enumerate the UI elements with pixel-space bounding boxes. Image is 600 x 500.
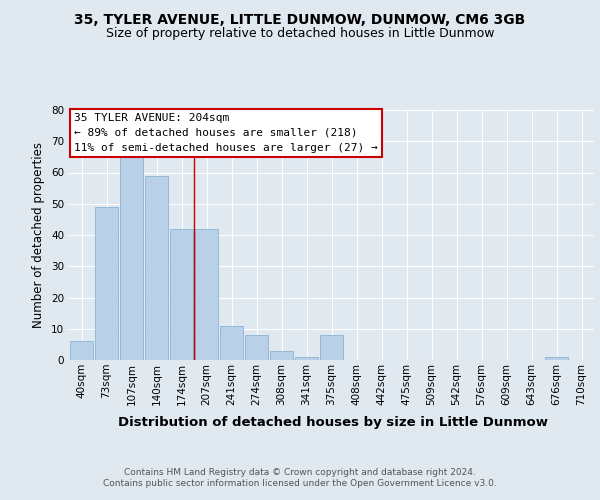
Bar xyxy=(320,335,343,360)
Bar xyxy=(70,341,93,360)
Bar xyxy=(95,207,118,360)
Text: 35 TYLER AVENUE: 204sqm
← 89% of detached houses are smaller (218)
11% of semi-d: 35 TYLER AVENUE: 204sqm ← 89% of detache… xyxy=(74,113,378,152)
Y-axis label: Number of detached properties: Number of detached properties xyxy=(32,142,46,328)
Bar xyxy=(270,350,293,360)
Bar xyxy=(245,335,268,360)
Bar xyxy=(120,154,143,360)
Bar xyxy=(195,229,218,360)
Text: 35, TYLER AVENUE, LITTLE DUNMOW, DUNMOW, CM6 3GB: 35, TYLER AVENUE, LITTLE DUNMOW, DUNMOW,… xyxy=(74,12,526,26)
Bar xyxy=(295,357,318,360)
Text: Size of property relative to detached houses in Little Dunmow: Size of property relative to detached ho… xyxy=(106,28,494,40)
Bar xyxy=(220,326,243,360)
Text: Contains HM Land Registry data © Crown copyright and database right 2024.
Contai: Contains HM Land Registry data © Crown c… xyxy=(103,468,497,487)
Text: Distribution of detached houses by size in Little Dunmow: Distribution of detached houses by size … xyxy=(118,416,548,429)
Bar xyxy=(170,229,193,360)
Bar xyxy=(145,176,168,360)
Bar xyxy=(545,357,568,360)
